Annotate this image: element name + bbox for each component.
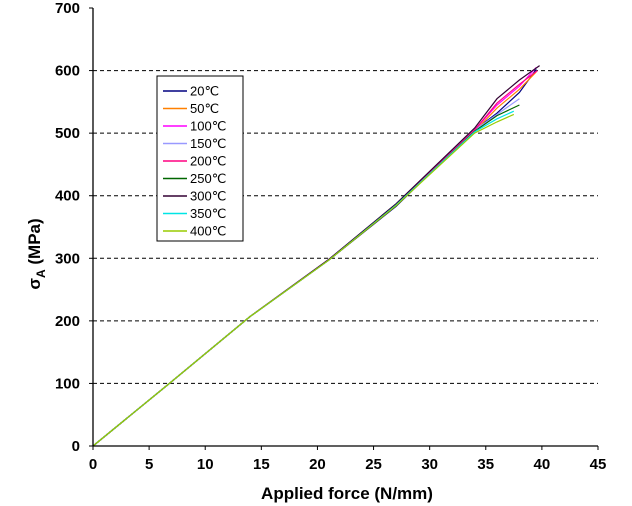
y-tick-label: 100 [55, 375, 80, 392]
legend-label: 350℃ [190, 206, 226, 221]
y-tick-label: 700 [55, 0, 80, 17]
y-tick-label: 600 [55, 63, 80, 80]
y-axis-title: σA (MPa) [25, 218, 48, 289]
y-tick-label: 400 [55, 188, 80, 205]
legend-label: 20℃ [190, 84, 219, 99]
x-tick-labels: 0 5 10 15 20 25 30 35 40 45 [89, 456, 607, 473]
series-line [92, 113, 515, 447]
legend: 20℃ 50℃ 100℃ 150℃ 200℃ 250℃ 300℃ 350℃ 400℃ [156, 75, 244, 242]
legend-label: 300℃ [190, 189, 226, 204]
x-tick-label: 15 [253, 456, 270, 473]
y-tick-label: 200 [55, 313, 80, 330]
legend-label: 400℃ [190, 224, 226, 239]
x-tick-label: 40 [534, 456, 551, 473]
x-tick-label: 45 [590, 456, 607, 473]
y-tick-labels: 0 100 200 300 400 500 600 700 [55, 0, 80, 455]
x-tick-label: 30 [421, 456, 438, 473]
axes [89, 7, 599, 450]
y-tick-label: 500 [55, 125, 80, 142]
x-tick-label: 35 [477, 456, 494, 473]
x-tick-label: 5 [145, 456, 153, 473]
legend-label: 150℃ [190, 136, 226, 151]
y-tick-label: 0 [72, 438, 80, 455]
legend-label: 100℃ [190, 119, 226, 134]
legend-label: 200℃ [190, 154, 226, 169]
legend-label: 250℃ [190, 171, 226, 186]
x-tick-label: 20 [309, 456, 326, 473]
series-layer [92, 65, 540, 447]
x-tick-label: 0 [89, 456, 97, 473]
x-tick-label: 10 [197, 456, 214, 473]
y-tick-label: 300 [55, 250, 80, 267]
x-tick-label: 25 [365, 456, 382, 473]
legend-label: 50℃ [190, 101, 219, 116]
x-axis-title: Applied force (N/mm) [261, 484, 433, 503]
